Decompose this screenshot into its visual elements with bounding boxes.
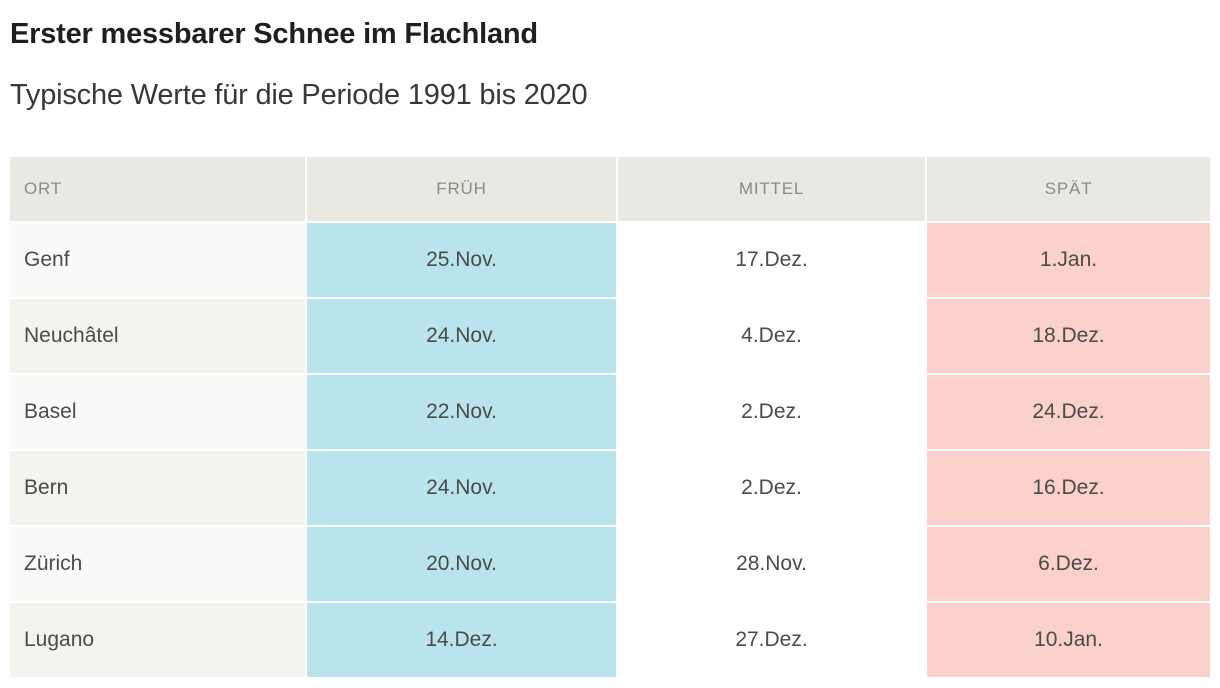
cell-mittel-date: 2.Dez.: [618, 451, 925, 525]
cell-spaet-date: 10.Jan.: [927, 603, 1210, 677]
snow-table: ORT FRÜH MITTEL SPÄT Genf 25.Nov. 17.Dez. 1.Ja…: [8, 155, 1212, 679]
table-body: Genf 25.Nov. 17.Dez. 1.Jan. Neuchâtel 24.Nov.…: [10, 223, 1210, 677]
cell-mittel-date: 17.Dez.: [618, 223, 925, 297]
cell-spaet-date: 24.Dez.: [927, 375, 1210, 449]
cell-spaet-date: 18.Dez.: [927, 299, 1210, 373]
cell-city: Bern: [10, 451, 305, 525]
cell-frueh-date: 14.Dez.: [307, 603, 616, 677]
table-row: Lugano 14.Dez. 27.Dez. 10.Jan.: [10, 603, 1210, 677]
cell-city: Zürich: [10, 527, 305, 601]
cell-spaet-date: 6.Dez.: [927, 527, 1210, 601]
table-row: Genf 25.Nov. 17.Dez. 1.Jan.: [10, 223, 1210, 297]
cell-spaet-date: 16.Dez.: [927, 451, 1210, 525]
column-header-ort: ORT: [10, 157, 305, 221]
cell-city: Genf: [10, 223, 305, 297]
page-subtitle: Typische Werte für die Periode 1991 bis …: [10, 79, 588, 111]
cell-frueh-date: 24.Nov.: [307, 451, 616, 525]
cell-city: Neuchâtel: [10, 299, 305, 373]
cell-frueh-date: 20.Nov.: [307, 527, 616, 601]
table-row: Bern 24.Nov. 2.Dez. 16.Dez.: [10, 451, 1210, 525]
cell-spaet-date: 1.Jan.: [927, 223, 1210, 297]
table-header-row: ORT FRÜH MITTEL SPÄT: [10, 157, 1210, 221]
cell-frueh-date: 22.Nov.: [307, 375, 616, 449]
cell-mittel-date: 27.Dez.: [618, 603, 925, 677]
cell-city: Lugano: [10, 603, 305, 677]
column-header-mittel: MITTEL: [618, 157, 925, 221]
page-title: Erster messbarer Schnee im Flachland: [10, 18, 538, 50]
column-header-frueh: FRÜH: [307, 157, 616, 221]
cell-mittel-date: 4.Dez.: [618, 299, 925, 373]
cell-mittel-date: 2.Dez.: [618, 375, 925, 449]
cell-frueh-date: 24.Nov.: [307, 299, 616, 373]
table-row: Basel 22.Nov. 2.Dez. 24.Dez.: [10, 375, 1210, 449]
cell-city: Basel: [10, 375, 305, 449]
column-header-spaet: SPÄT: [927, 157, 1210, 221]
cell-mittel-date: 28.Nov.: [618, 527, 925, 601]
table-row: Neuchâtel 24.Nov. 4.Dez. 18.Dez.: [10, 299, 1210, 373]
cell-frueh-date: 25.Nov.: [307, 223, 616, 297]
table-row: Zürich 20.Nov. 28.Nov. 6.Dez.: [10, 527, 1210, 601]
